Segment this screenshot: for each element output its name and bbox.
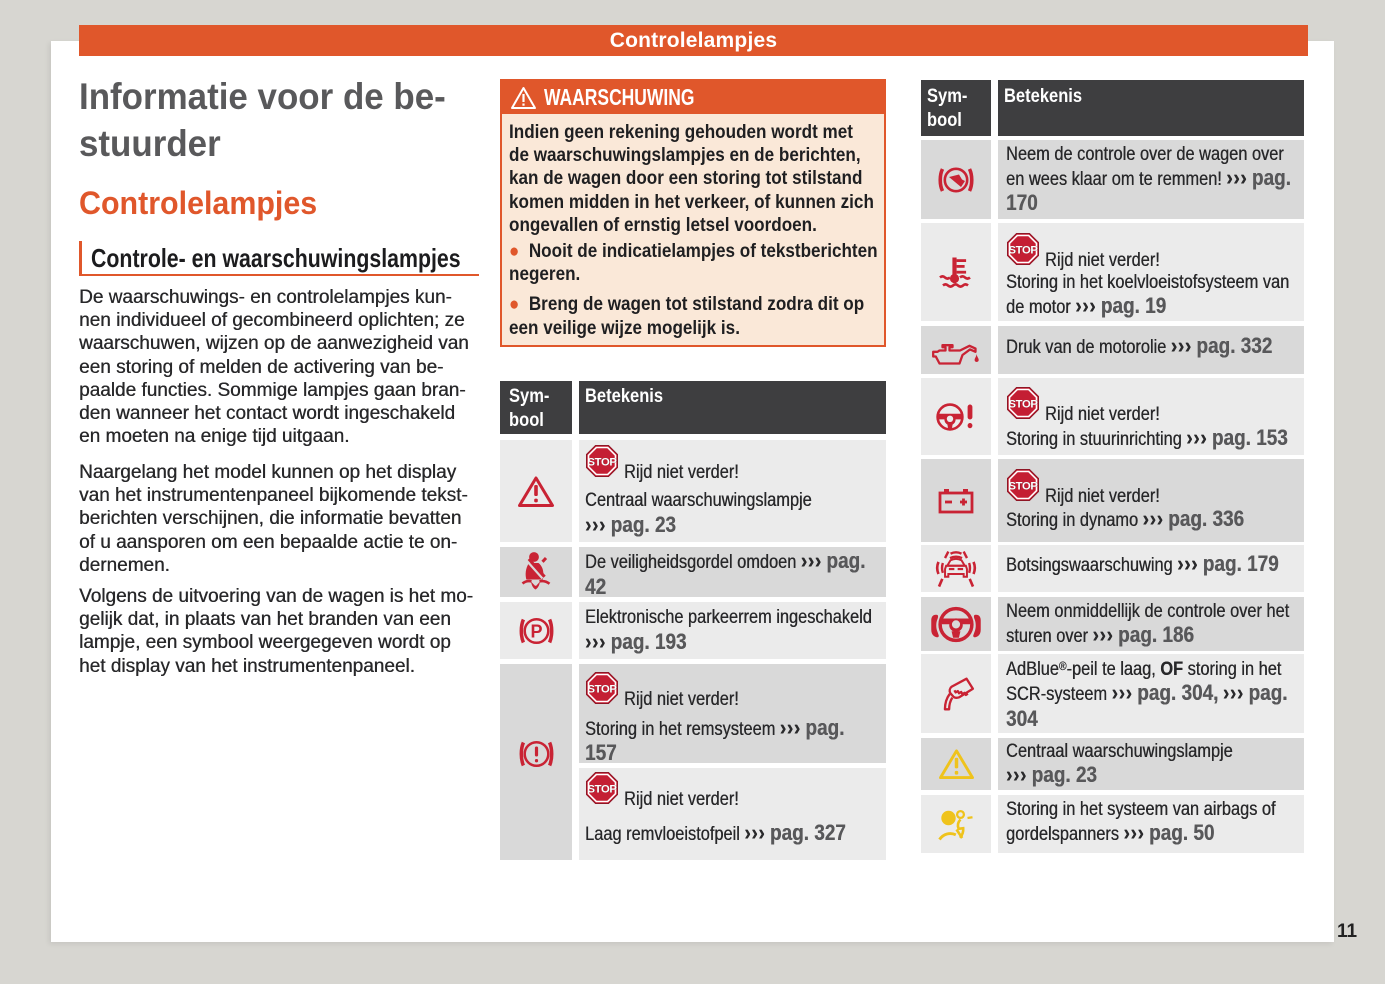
svg-text:STOP: STOP — [1009, 399, 1039, 411]
svg-text:STOP: STOP — [1009, 481, 1039, 493]
svg-text:STOP: STOP — [588, 684, 618, 696]
svg-text:STOP: STOP — [588, 457, 618, 469]
svg-text:P: P — [530, 621, 542, 641]
svg-text:STOP: STOP — [588, 784, 618, 796]
svg-text:STOP: STOP — [1009, 245, 1039, 257]
